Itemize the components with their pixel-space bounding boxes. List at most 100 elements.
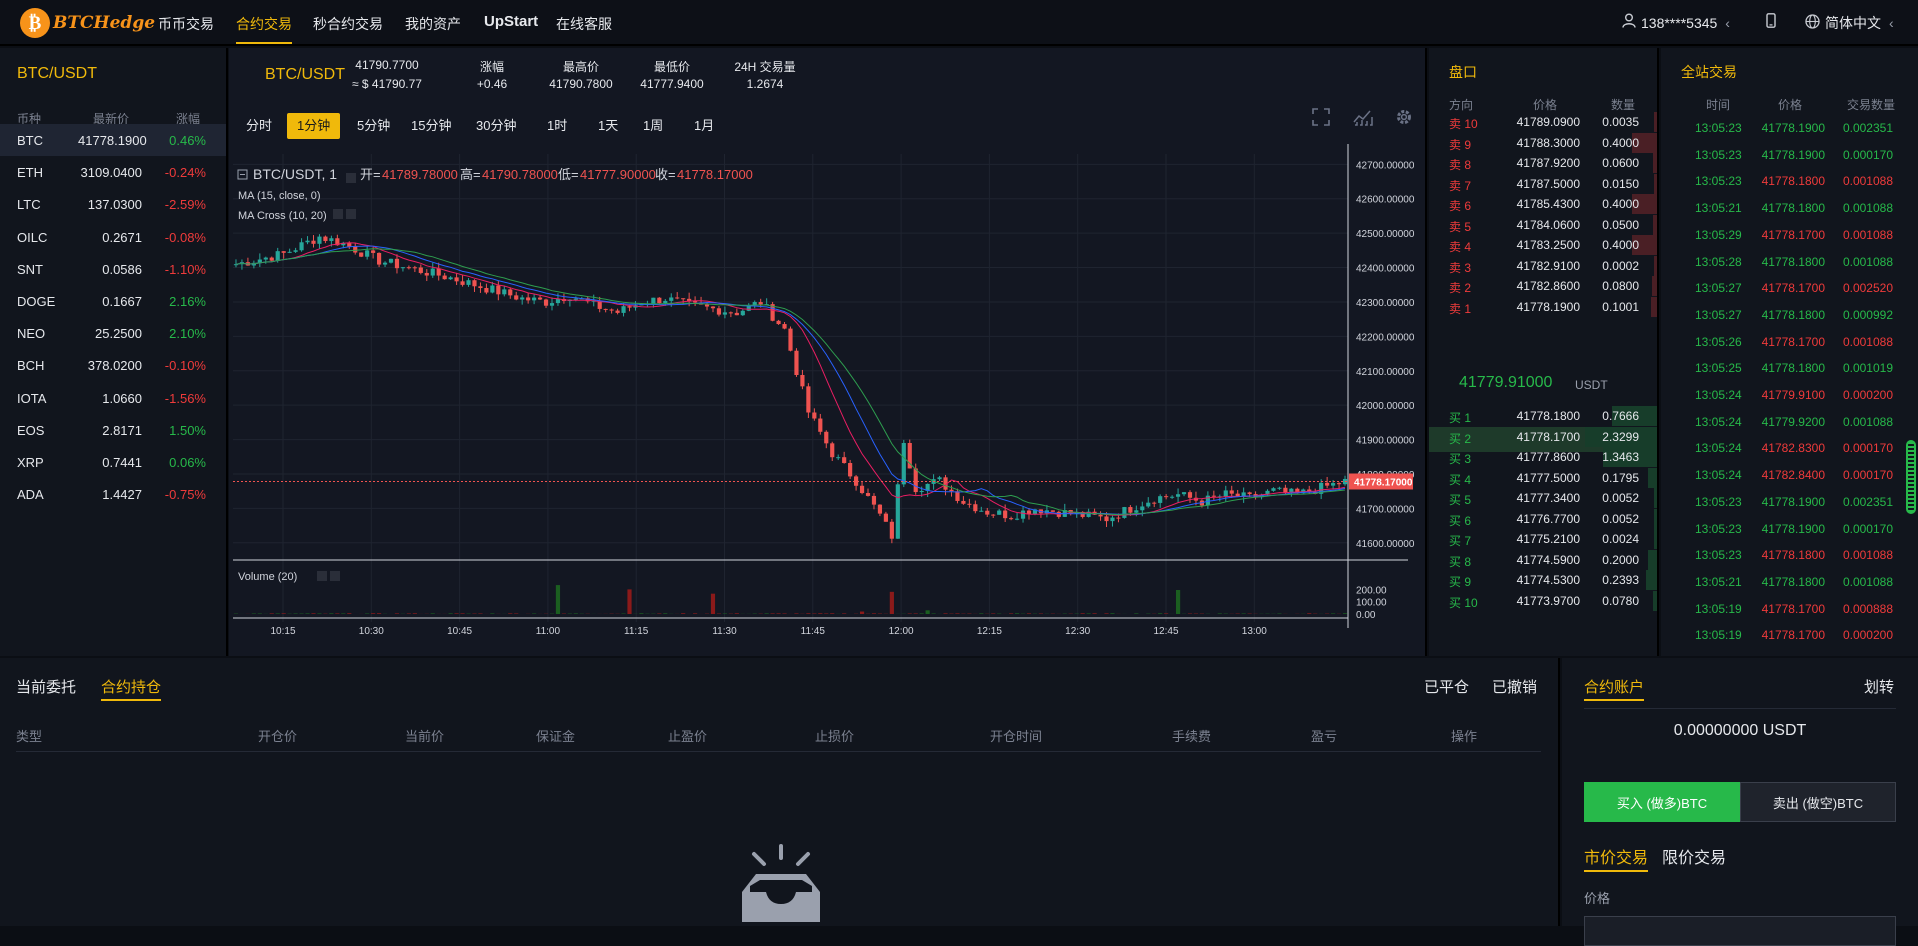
indicator-settings-icon[interactable] bbox=[333, 209, 343, 219]
volume-settings-icon[interactable] bbox=[317, 571, 327, 581]
volume-bar bbox=[311, 613, 315, 614]
candle-body bbox=[621, 306, 625, 313]
buy-long-button[interactable]: 买入 (做多)BTC bbox=[1584, 782, 1740, 822]
column-header-2: 当前价 bbox=[405, 726, 444, 745]
timeframe-1[interactable]: 1分钟 bbox=[287, 113, 340, 139]
candle-body bbox=[997, 511, 1001, 515]
settings-gear-icon[interactable] bbox=[1395, 108, 1413, 131]
user-menu[interactable]: 138****5345 ‹ bbox=[1622, 13, 1730, 32]
volume-close-icon[interactable] bbox=[330, 571, 340, 581]
tab-current-orders[interactable]: 当前委托 bbox=[16, 676, 76, 697]
trade-time: 13:05:27 bbox=[1695, 308, 1742, 322]
order-side: 卖 9 bbox=[1449, 136, 1471, 153]
nav-second-contract[interactable]: 秒合约交易 bbox=[313, 14, 383, 34]
language-selector[interactable]: 简体中文 ‹ bbox=[1805, 13, 1894, 33]
nav-online-support[interactable]: 在线客服 bbox=[556, 14, 612, 34]
candle-body bbox=[914, 468, 918, 492]
trades-scrollbar[interactable] bbox=[1906, 440, 1916, 514]
trade-amount: 0.001088 bbox=[1831, 174, 1893, 188]
contract-account-panel: 合约账户 划转 0.00000000 USDT 买入 (做多)BTC 卖出 (做… bbox=[1562, 658, 1918, 926]
nav-spot-trading[interactable]: 币币交易 bbox=[158, 14, 214, 34]
candle-body bbox=[1248, 492, 1252, 494]
fullscreen-icon[interactable] bbox=[1312, 108, 1330, 131]
timeframe-3[interactable]: 15分钟 bbox=[411, 113, 451, 139]
tab-contract-positions[interactable]: 合约持仓 bbox=[101, 676, 161, 701]
depth-bar bbox=[1653, 153, 1657, 173]
nav-upstart[interactable]: UpStart bbox=[484, 13, 538, 30]
x-tick-label: 12:45 bbox=[1153, 626, 1178, 637]
depth-bar bbox=[1653, 591, 1657, 611]
timeframe-5[interactable]: 1时 bbox=[547, 113, 567, 139]
candle-body bbox=[902, 443, 906, 484]
mobile-app-icon[interactable] bbox=[1766, 13, 1776, 28]
price-input[interactable] bbox=[1584, 916, 1896, 946]
volume-bar bbox=[681, 613, 685, 614]
candle-body bbox=[836, 457, 840, 458]
tab-cancelled[interactable]: 已撤销 bbox=[1492, 676, 1537, 697]
account-title[interactable]: 合约账户 bbox=[1584, 676, 1644, 701]
market-price: 41778.1900 bbox=[78, 133, 142, 148]
timeframe-2[interactable]: 5分钟 bbox=[357, 113, 390, 139]
order-price: 41782.9100 bbox=[1508, 259, 1580, 273]
logo[interactable]: ₿ BTCHedge bbox=[20, 8, 155, 38]
tab-market-order[interactable]: 市价交易 bbox=[1584, 844, 1648, 872]
timeframe-0[interactable]: 分时 bbox=[246, 113, 272, 139]
candle-body bbox=[490, 286, 494, 293]
user-phone: 138****5345 bbox=[1641, 15, 1717, 31]
candle-body bbox=[323, 237, 327, 241]
trade-amount: 0.002351 bbox=[1831, 495, 1893, 509]
nav-contract-trading[interactable]: 合约交易 bbox=[236, 14, 292, 34]
x-tick-label: 11:00 bbox=[536, 626, 561, 637]
symbol-settings-icon[interactable] bbox=[346, 173, 356, 183]
order-price: 41778.1800 bbox=[1508, 409, 1580, 423]
ticker-low: 最低价 41777.9400 bbox=[629, 58, 715, 91]
candle-body bbox=[812, 413, 816, 419]
transfer-link[interactable]: 划转 bbox=[1864, 676, 1894, 697]
market-change: -0.10% bbox=[150, 358, 206, 373]
market-price: 0.2671 bbox=[78, 230, 142, 245]
tab-limit-order[interactable]: 限价交易 bbox=[1662, 844, 1726, 868]
candle-body bbox=[741, 311, 745, 315]
candle-body bbox=[496, 286, 500, 295]
volume-bar bbox=[711, 594, 715, 614]
candle-body bbox=[842, 457, 846, 463]
volume-tick-label: 200.00 bbox=[1356, 585, 1387, 596]
indicator-close-icon[interactable] bbox=[346, 209, 356, 219]
x-tick-label: 12:00 bbox=[889, 626, 914, 637]
bitcoin-icon: ₿ bbox=[20, 8, 50, 38]
timeframe-7[interactable]: 1周 bbox=[643, 113, 663, 139]
price-label: 价格 bbox=[1584, 888, 1610, 907]
tab-closed[interactable]: 已平仓 bbox=[1424, 676, 1469, 697]
timeframe-8[interactable]: 1月 bbox=[694, 113, 714, 139]
timeframe-6[interactable]: 1天 bbox=[598, 113, 618, 139]
market-coin: LTC bbox=[17, 197, 41, 212]
order-price: 41787.5000 bbox=[1508, 177, 1580, 191]
timeframe-4[interactable]: 30分钟 bbox=[476, 113, 516, 139]
sell-short-button[interactable]: 卖出 (做空)BTC bbox=[1740, 782, 1896, 822]
volume-bar bbox=[1009, 613, 1013, 614]
indicators-icon[interactable] bbox=[1353, 108, 1373, 131]
top-navigation: ₿ BTCHedge 币币交易 合约交易 秒合约交易 我的资产 UpStart … bbox=[0, 0, 1918, 46]
order-price: 41778.1900 bbox=[1508, 300, 1580, 314]
market-coin: IOTA bbox=[17, 391, 46, 406]
candlestick-chart[interactable]: 42700.0000042600.0000042500.0000042400.0… bbox=[233, 144, 1423, 656]
nav-my-assets[interactable]: 我的资产 bbox=[405, 14, 461, 34]
candle-body bbox=[937, 477, 941, 479]
candle-body bbox=[830, 443, 834, 457]
